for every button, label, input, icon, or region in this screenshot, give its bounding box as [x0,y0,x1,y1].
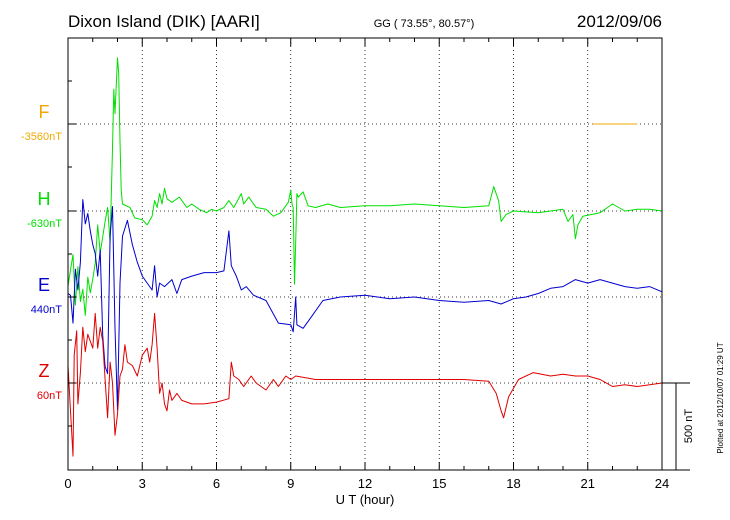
date-label: 2012/09/06 [577,12,662,31]
x-axis: 0 3 6 9 12 15 18 21 24 U T (hour) [64,38,669,507]
plot-traces [67,57,663,457]
x-tick-label: 18 [506,476,520,491]
component-name-E: E [38,275,50,295]
component-baseline-E: 440nT [31,304,62,316]
x-tick-label: 21 [581,476,595,491]
component-name-H: H [38,189,51,209]
trace-H [67,57,663,316]
x-tick-label: 15 [432,476,446,491]
component-baseline-H: -630nT [27,218,62,230]
x-tick-label: 24 [655,476,669,491]
component-baseline-Z: 60nT [37,390,62,402]
component-name-F: F [39,102,50,122]
scale-bar: 500 nT [662,382,695,471]
component-labels: F -3560nT H -630nT E 440nT Z 60nT [21,102,62,402]
x-tick-label: 3 [139,476,146,491]
component-baseline-F: -3560nT [21,131,62,143]
trace-E [67,199,663,411]
geographic-coords: GG ( 73.55°, 80.57°) [374,18,475,30]
station-title: Dixon Island (DIK) [AARI] [68,12,260,31]
trace-Z [67,312,663,457]
plot-grid [68,38,662,470]
x-axis-label: U T (hour) [336,492,395,507]
x-tick-label: 0 [64,476,71,491]
component-name-Z: Z [39,361,50,381]
x-tick-label: 12 [358,476,372,491]
x-tick-label: 9 [287,476,294,491]
plotted-note: Plotted at 2012/10/07 01:29 UT [716,342,725,453]
x-tick-label: 6 [213,476,220,491]
scale-bar-label: 500 nT [683,409,695,444]
